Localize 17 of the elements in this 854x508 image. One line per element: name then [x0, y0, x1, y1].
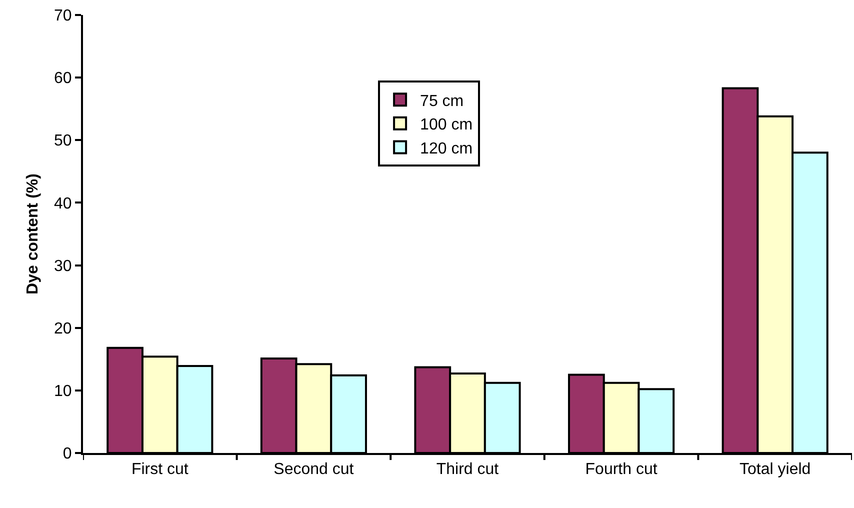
y-tick-label: 0 — [62, 446, 72, 463]
y-tick-label: 50 — [54, 132, 72, 150]
y-tick-label: 30 — [54, 258, 72, 275]
y-tick-label: 60 — [54, 70, 72, 88]
x-tick-label: First cut — [131, 461, 189, 478]
y-axis-title: Dye content (%) — [24, 174, 42, 294]
x-tick-label: Second cut — [274, 461, 354, 478]
x-tick-label: Total yield — [740, 461, 811, 478]
legend-label: 120 cm — [420, 140, 473, 158]
x-tick-label: Fourth cut — [585, 461, 658, 478]
legend-label: 100 cm — [420, 116, 473, 134]
y-tick-label: 40 — [54, 195, 72, 212]
y-tick-label: 70 — [54, 8, 72, 25]
y-tick-label: 20 — [54, 320, 72, 338]
legend-label: 75 cm — [420, 92, 464, 110]
x-tick-label: Third cut — [436, 461, 500, 478]
y-tick-label: 10 — [54, 383, 72, 400]
